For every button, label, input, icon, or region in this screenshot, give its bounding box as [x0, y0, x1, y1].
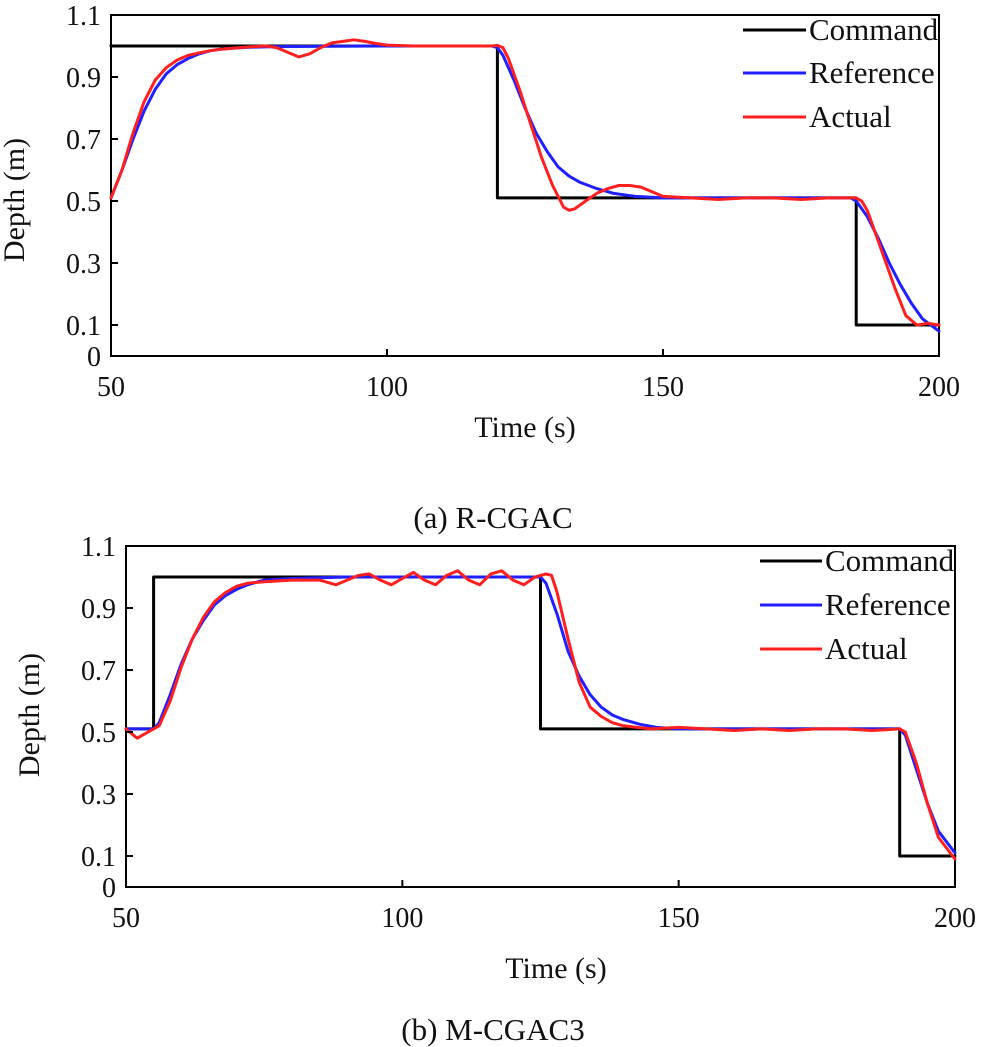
- y-axis-title: Depth (m): [0, 138, 31, 262]
- y-tick-label: 0.3: [81, 780, 116, 811]
- y-tick-label: 0: [102, 873, 116, 904]
- series-line-actual: [109, 38, 941, 327]
- y-tick-label: 0: [87, 342, 101, 373]
- plot-frame: [125, 545, 956, 888]
- x-tick-label: 100: [381, 903, 423, 934]
- x-tick-label: 100: [366, 372, 408, 403]
- y-tick-label: 0.3: [66, 249, 101, 280]
- legend-label-actual: Actual: [809, 99, 892, 134]
- y-tick-label: 0.1: [66, 311, 101, 342]
- y-tick-label: 0.1: [81, 842, 116, 873]
- series-line-command: [124, 575, 957, 858]
- legend-label-actual: Actual: [825, 631, 908, 666]
- series-layer: [124, 569, 957, 861]
- legend-label-reference: Reference: [809, 55, 935, 90]
- y-tick-label: 1.1: [81, 532, 116, 563]
- x-tick-label: 50: [112, 903, 140, 934]
- legend-label-command: Command: [825, 543, 955, 578]
- y-tick-label: 1.1: [66, 1, 101, 32]
- y-tick-label: 0.7: [66, 125, 101, 156]
- x-axis-title: Time (s): [474, 411, 575, 444]
- y-tick-label: 0.7: [81, 656, 116, 687]
- x-tick-label: 150: [658, 903, 700, 934]
- y-tick-label: 0.5: [81, 718, 116, 749]
- y-tick-label: 0.9: [66, 63, 101, 94]
- y-axis-title: Depth (m): [13, 653, 46, 777]
- series-layer: [109, 38, 941, 333]
- legend-label-reference: Reference: [825, 587, 951, 622]
- legend-label-command: Command: [809, 12, 939, 47]
- plot-frame: [110, 14, 940, 357]
- x-tick-label: 50: [97, 372, 125, 403]
- x-tick-label: 200: [934, 903, 976, 934]
- legend: Command Reference Actual: [743, 12, 939, 134]
- x-tick-label: 200: [918, 372, 960, 403]
- x-axis-title: Time (s): [505, 952, 606, 985]
- ticks-layer: 50 100 150 200 00.1 0.3 0.5 0.7 0.9 1.1: [66, 1, 960, 403]
- ticks-layer: 50 100 150 200 00.1 0.3 0.5 0.7 0.9 1.1: [81, 532, 976, 934]
- y-tick-label: 0.5: [66, 187, 101, 218]
- legend: Command Reference Actual: [760, 543, 955, 666]
- caption: (b) M-CGAC3: [401, 1012, 584, 1047]
- y-tick-label: 0.9: [81, 594, 116, 625]
- caption: (a) R-CGAC: [413, 500, 572, 535]
- series-line-actual: [124, 569, 957, 861]
- x-tick-label: 150: [642, 372, 684, 403]
